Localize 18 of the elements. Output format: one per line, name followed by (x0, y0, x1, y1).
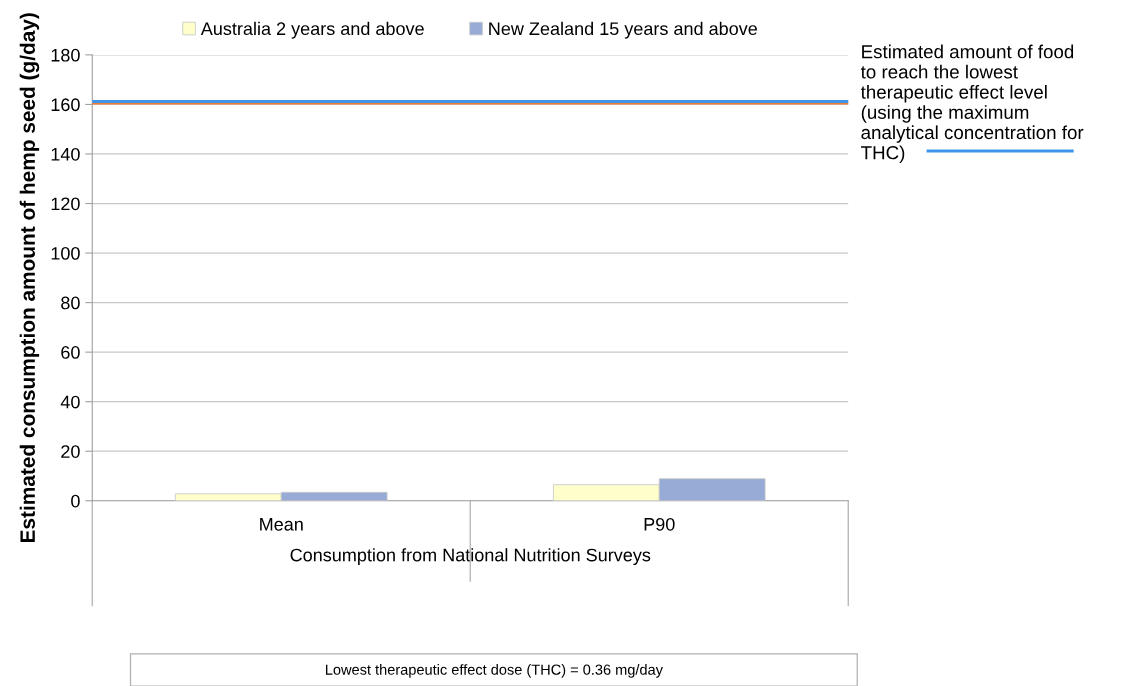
y-axis-title: Estimated consumption amount of hemp seed (g/day) (19, 13, 40, 543)
y-tick-label: 180 (51, 48, 80, 62)
y-tick-label: 40 (60, 395, 80, 409)
ref-line-label: Estimated amount of food to reach the lowest therapeutic effect level (using the maximum analytical concentration for THC) (860, 44, 1084, 164)
y-tick-label: 60 (61, 346, 80, 359)
y-tick-label: 0 (71, 494, 80, 508)
text: Lowest therapeutic effect dose (THC) = 0.36 mg/day (326, 664, 663, 678)
y-tick-label: 140 (51, 147, 80, 161)
x-axis-title: Consumption from National Nutrition Surveys (290, 548, 651, 565)
y-tick-label: 160 (51, 98, 80, 112)
y-tick-label: 120 (51, 197, 80, 211)
legend-label: New Zealand 15 years and above (489, 21, 757, 39)
y-tick-label: 20 (61, 445, 80, 458)
x-tick-label: Mean (260, 518, 303, 531)
y-tick-label: 100 (51, 246, 80, 260)
legend-label: Australia 2 years and above (200, 21, 424, 39)
x-tick-label: P90 (644, 517, 675, 531)
y-tick-label: 80 (61, 296, 80, 310)
